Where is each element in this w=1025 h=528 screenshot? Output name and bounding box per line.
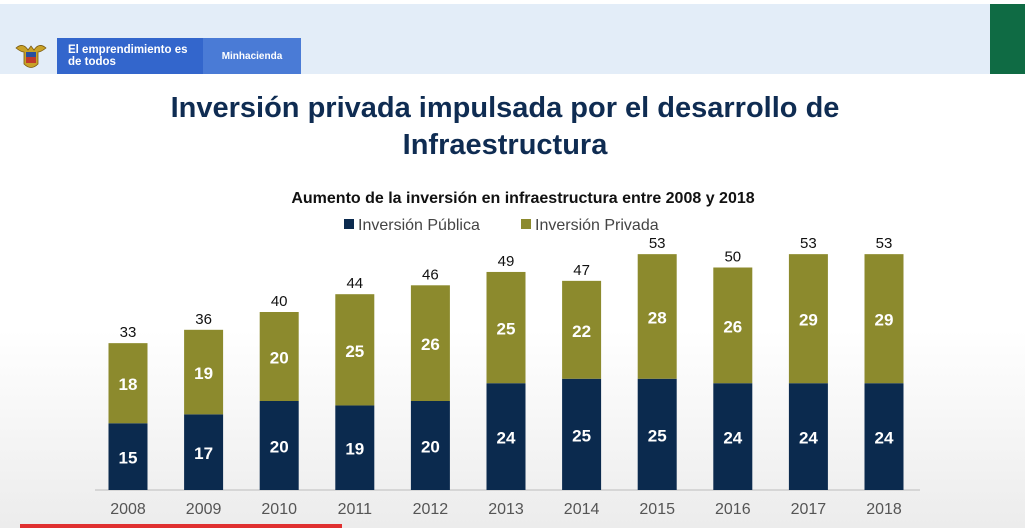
- x-tick-label-2016: 2016: [715, 501, 751, 518]
- bar-privada-2014: [562, 280, 602, 379]
- bar-privada-2008: [108, 343, 148, 424]
- bar-publica-2016: [713, 383, 753, 490]
- total-label-2014: 47: [573, 262, 590, 279]
- label-publica-2014: 25: [572, 426, 591, 445]
- legend: Inversión Pública Inversión Privada: [344, 217, 659, 234]
- label-privada-2009: 19: [194, 364, 213, 383]
- legend-label-publica: Inversión Pública: [358, 217, 480, 234]
- coat-of-arms-icon: [15, 45, 47, 68]
- x-tick-label-2018: 2018: [866, 501, 902, 518]
- bar-privada-2011: [335, 294, 375, 406]
- bar-publica-2010: [259, 401, 299, 490]
- total-label-2009: 36: [195, 311, 212, 328]
- total-label-2017: 53: [800, 235, 817, 252]
- x-tick-label-2017: 2017: [791, 501, 827, 518]
- label-privada-2016: 26: [723, 317, 742, 336]
- chart-title: Aumento de la inversión en infraestructu…: [291, 190, 754, 207]
- label-privada-2013: 25: [497, 320, 516, 339]
- bar-privada-2012: [410, 285, 450, 401]
- bar-publica-2013: [486, 383, 526, 490]
- bar-publica-2015: [637, 378, 677, 490]
- bar-privada-2010: [259, 312, 299, 401]
- label-publica-2011: 19: [345, 440, 364, 459]
- bar-privada-2013: [486, 271, 526, 384]
- label-privada-2017: 29: [799, 311, 818, 330]
- bar-publica-2014: [562, 378, 602, 490]
- total-label-2008: 33: [120, 324, 137, 341]
- bar-publica-2009: [184, 414, 224, 490]
- x-tick-label-2009: 2009: [186, 501, 222, 518]
- total-label-2013: 49: [498, 253, 515, 270]
- bar-privada-2015: [637, 254, 677, 379]
- x-tick-label-2015: 2015: [639, 501, 675, 518]
- label-privada-2008: 18: [119, 375, 138, 394]
- legend-label-privada: Inversión Privada: [535, 217, 659, 234]
- bar-privada-2018: [864, 254, 904, 384]
- bar-privada-2009: [184, 329, 224, 415]
- total-label-2012: 46: [422, 266, 439, 283]
- bar-publica-2017: [788, 383, 828, 490]
- label-publica-2016: 24: [723, 429, 742, 448]
- label-publica-2009: 17: [194, 444, 213, 463]
- total-label-2010: 40: [271, 293, 288, 310]
- bar-privada-2016: [713, 267, 753, 384]
- total-label-2018: 53: [876, 235, 893, 252]
- label-privada-2018: 29: [875, 311, 894, 330]
- x-tick-label-2011: 2011: [338, 501, 373, 518]
- label-privada-2010: 20: [270, 349, 289, 368]
- label-publica-2013: 24: [497, 429, 516, 448]
- label-publica-2008: 15: [119, 449, 138, 468]
- label-publica-2017: 24: [799, 429, 818, 448]
- legend-swatch-privada: [521, 219, 531, 229]
- label-privada-2014: 22: [572, 322, 591, 341]
- label-publica-2010: 20: [270, 438, 289, 457]
- slogan-text: El emprendimiento es de todos: [68, 44, 188, 68]
- progress-indicator: [20, 524, 342, 528]
- ministry-label: Minhacienda: [203, 38, 301, 74]
- header-accent: [990, 4, 1025, 74]
- label-publica-2018: 24: [875, 429, 894, 448]
- x-tick-label-2013: 2013: [488, 501, 524, 518]
- bar-publica-2011: [335, 405, 375, 490]
- total-label-2011: 44: [346, 275, 363, 292]
- bar-publica-2008: [108, 423, 148, 490]
- x-tick-label-2008: 2008: [110, 501, 146, 518]
- label-privada-2015: 28: [648, 308, 667, 327]
- x-tick-label-2010: 2010: [261, 501, 297, 518]
- x-tick-label-2012: 2012: [413, 501, 449, 518]
- label-privada-2011: 25: [345, 342, 364, 361]
- x-tick-label-2014: 2014: [564, 501, 600, 518]
- total-label-2016: 50: [724, 249, 741, 266]
- label-publica-2015: 25: [648, 426, 667, 445]
- label-publica-2012: 20: [421, 438, 440, 457]
- label-privada-2012: 26: [421, 335, 440, 354]
- bar-privada-2017: [788, 254, 828, 384]
- bar-publica-2012: [410, 401, 450, 490]
- slide-title: Inversión privada impulsada por el desar…: [170, 92, 840, 161]
- bars-group: 15 18 33 2008 17 19 36 2009 20 20 40 2010 19 25 44 2011…: [108, 235, 904, 518]
- legend-swatch-publica: [344, 219, 354, 229]
- bar-publica-2018: [864, 383, 904, 490]
- total-label-2015: 53: [649, 235, 666, 252]
